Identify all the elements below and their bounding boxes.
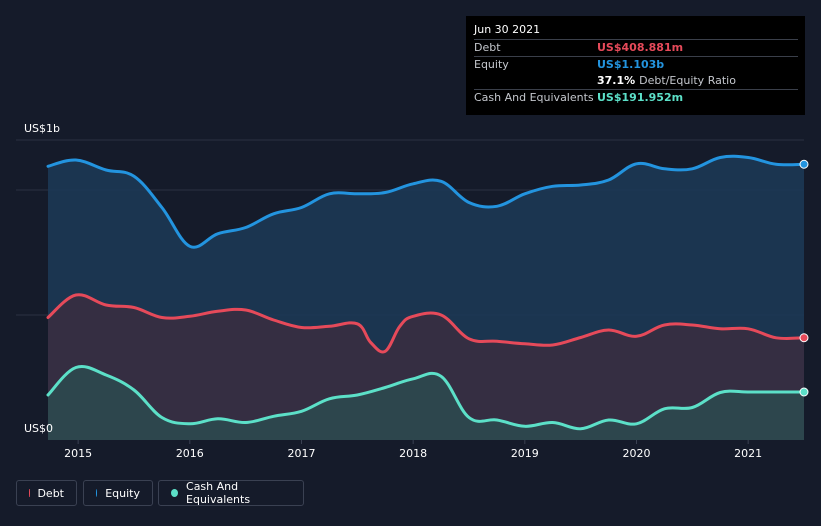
tooltip-date: Jun 30 2021: [474, 23, 541, 36]
x-tick-label-2015: 2015: [64, 447, 92, 460]
legend-item-debt[interactable]: Debt: [16, 480, 77, 506]
y-axis-max-label: US$1b: [24, 122, 61, 135]
cash-and-equivalents-line: [46, 365, 806, 431]
equity-legend-dot: [96, 489, 98, 497]
chart-end-markers: [799, 159, 809, 397]
x-tick-label-2019: 2019: [511, 447, 539, 460]
equity-line: [46, 154, 806, 249]
x-tick-label-2020: 2020: [622, 447, 650, 460]
tooltip-equity-value: US$1.103b: [597, 58, 665, 71]
y-axis-min-label: US$0: [24, 422, 54, 435]
tooltip-debt-value: US$408.881m: [597, 41, 684, 54]
x-tick-label-2021: 2021: [734, 447, 762, 460]
tooltip-ratio-label: Debt/Equity Ratio: [639, 74, 736, 87]
x-tick-label-2016: 2016: [176, 447, 204, 460]
tooltip-row-equity: Equity US$1.103b: [474, 56, 798, 73]
tooltip-ratio-value: 37.1%: [597, 74, 636, 87]
tooltip-row-cash: Cash And Equivalents US$191.952m: [474, 89, 798, 106]
x-tick-label-2018: 2018: [399, 447, 427, 460]
data-tooltip: Jun 30 2021 Debt US$408.881m Equity US$1…: [466, 16, 805, 115]
tooltip-row-debt: Debt US$408.881m: [474, 39, 798, 56]
chart-lines: [46, 154, 806, 431]
legend-item-cash[interactable]: Cash And Equivalents: [158, 480, 304, 506]
tooltip-equity-label: Equity: [474, 58, 509, 71]
debt-end-marker: [799, 333, 809, 343]
legend-debt-label: Debt: [37, 486, 64, 500]
legend-cash-label: Cash And Equivalents: [186, 480, 251, 506]
equity-end-marker: [799, 159, 809, 169]
chart-areas: [48, 156, 804, 440]
tooltip-cash-value: US$191.952m: [597, 91, 684, 104]
debt-line: [46, 293, 806, 354]
tooltip-debt-label: Debt: [474, 41, 501, 54]
legend-item-equity[interactable]: Equity: [83, 480, 153, 506]
x-axis-ticks: 2015 2016 2017 2018 2019 2020 2021: [64, 440, 762, 460]
cash-and-equivalents-end-marker: [799, 387, 809, 397]
cash-legend-dot: [171, 489, 179, 497]
tooltip-cash-label: Cash And Equivalents: [474, 91, 594, 104]
tooltip-row-ratio: 37.1% Debt/Equity Ratio: [474, 73, 798, 89]
x-tick-label-2017: 2017: [287, 447, 315, 460]
legend-equity-label: Equity: [105, 486, 140, 500]
